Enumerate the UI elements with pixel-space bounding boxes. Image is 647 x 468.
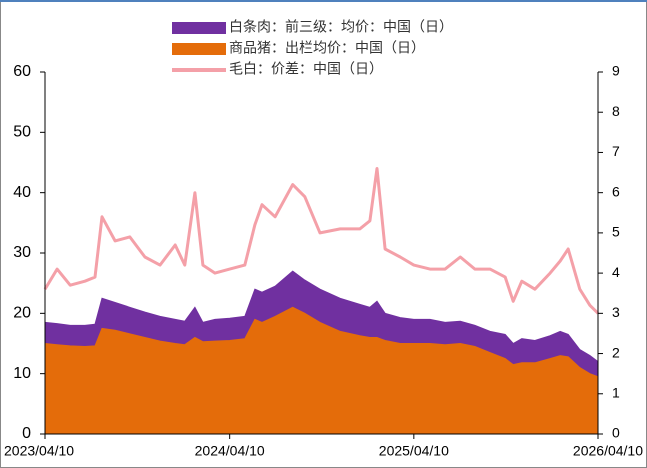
y2-tick-label: 3 [612,304,620,320]
y2-tick-label: 5 [612,224,620,240]
y2-tick-label: 4 [612,264,620,280]
y-tick-label: 0 [22,425,31,442]
x-tick-label: 2026/04/10 [573,443,643,459]
y2-tick-label: 6 [612,183,620,199]
x-tick-label: 2025/04/10 [379,443,449,459]
y2-tick-label: 9 [612,63,620,79]
x-tick-label: 2024/04/10 [195,443,265,459]
y2-tick-label: 7 [612,143,620,159]
y-tick-label: 50 [13,124,31,141]
y-tick-label: 40 [13,184,31,201]
y-tick-label: 60 [13,63,31,80]
y-tick-label: 20 [13,305,31,322]
legend-label: 毛白：价差：中国（日） [229,61,383,77]
y-tick-label: 10 [13,365,31,382]
y2-tick-label: 8 [612,103,620,119]
line [43,167,600,315]
y2-tick-label: 2 [612,344,620,360]
y-tick-label: 30 [13,244,31,261]
y2-tick-label: 1 [612,384,620,400]
legend-label: 白条肉：前三级：均价：中国（日） [229,19,453,35]
legend-label: 商品猪：出栏均价：中国（日） [229,40,425,56]
legend-swatch [172,22,226,34]
y2-tick-label: 0 [612,425,620,441]
area [44,306,599,435]
legend-swatch [172,43,226,55]
x-tick-label: 2023/04/10 [4,443,74,459]
